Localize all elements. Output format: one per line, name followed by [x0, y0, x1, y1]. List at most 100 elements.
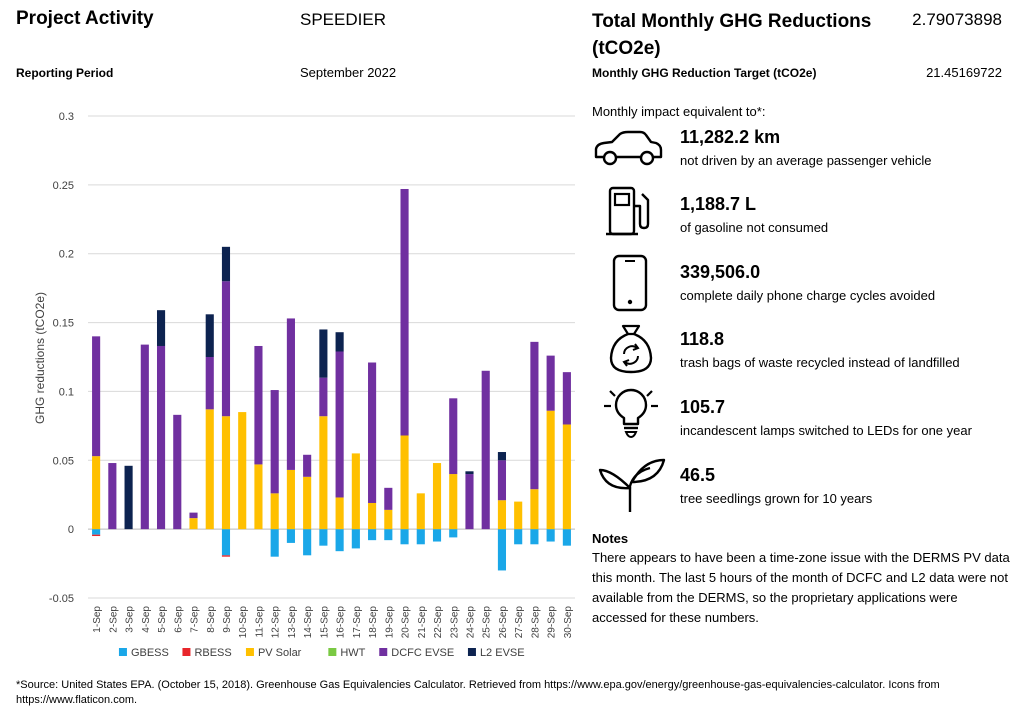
project-activity-label: Project Activity [16, 8, 154, 29]
bar-segment-dcfc-evse [189, 512, 198, 519]
bar-segment-rbess [92, 534, 101, 537]
bar-segment-pv-solar [497, 500, 507, 530]
x-tick-label: 27-Sep [514, 606, 525, 639]
bar-segment-l2-evse [319, 329, 328, 378]
bar-segment-pv-solar [416, 493, 425, 530]
impact-desc-phone: complete daily phone charge cycles avoid… [680, 288, 936, 303]
x-tick-label: 26-Sep [498, 606, 509, 639]
bar-segment-dcfc-evse [254, 345, 263, 465]
bar-segment-pv-solar [351, 453, 360, 530]
bar-segment-dcfc-evse [140, 344, 149, 530]
bar-segment-pv-solar [335, 497, 344, 530]
bar-segment-gbess [400, 529, 409, 545]
bar-segment-pv-solar [562, 424, 571, 530]
bar-segment-l2-evse [465, 471, 474, 475]
target-label: Monthly GHG Reduction Target (tCO2e) [592, 66, 817, 80]
bar-segment-pv-solar [92, 456, 101, 530]
x-tick-label: 2-Sep [108, 606, 119, 633]
x-tick-label: 20-Sep [401, 606, 412, 639]
y-tick-label: 0.2 [59, 249, 74, 261]
bar-segment-gbess [514, 529, 523, 545]
reporting-period-value: September 2022 [300, 65, 397, 80]
bar-segment-pv-solar [205, 409, 214, 530]
legend-label: DCFC EVSE [391, 647, 454, 659]
bar-segment-dcfc-evse [465, 474, 474, 530]
bar-segment-dcfc-evse [481, 370, 490, 530]
impact-desc-lamps: incandescent lamps switched to LEDs for … [680, 423, 972, 438]
bar-segment-dcfc-evse [156, 345, 166, 530]
recycle-bag-icon [609, 324, 653, 374]
legend-label: L2 EVSE [480, 647, 525, 659]
reporting-period-label: Reporting Period [16, 66, 114, 80]
bar-segment-gbess [449, 529, 458, 538]
bar-segment-rbess [221, 555, 231, 557]
bar-segment-l2-evse [497, 452, 507, 461]
bar-segment-pv-solar [432, 463, 442, 530]
bar-segment-pv-solar [319, 416, 328, 530]
bar-segment-gbess [497, 529, 507, 571]
gas-pump-icon [606, 186, 650, 236]
seedling-icon [598, 458, 666, 512]
bar-segment-dcfc-evse [400, 188, 409, 436]
impact-desc-trash-bags: trash bags of waste recycled instead of … [680, 355, 960, 370]
bar-segment-pv-solar [514, 501, 523, 530]
x-tick-label: 6-Sep [173, 606, 184, 633]
bar-segment-gbess [221, 529, 231, 556]
bar-segment-dcfc-evse [286, 318, 295, 470]
bar-segment-dcfc-evse [562, 372, 571, 425]
bar-segment-gbess [319, 529, 328, 546]
impact-value-phone: 339,506.0 [680, 262, 761, 282]
x-tick-label: 29-Sep [547, 606, 558, 639]
bar-segment-gbess [384, 529, 393, 541]
source-footnote: *Source: United States EPA. (October 15,… [16, 679, 940, 706]
chart-gridlines [88, 115, 575, 599]
chart-legend: GBESS RBESS PV Solar HWT DCFC EVSE L2 EVSE [118, 647, 525, 659]
x-tick-label: 16-Sep [336, 606, 347, 639]
x-tick-label: 9-Sep [222, 606, 233, 633]
x-tick-label: 11-Sep [254, 606, 265, 638]
y-tick-label: 0.25 [53, 180, 74, 192]
x-tick-label: 22-Sep [433, 606, 444, 639]
bar-segment-pv-solar [238, 412, 247, 530]
x-tick-label: 3-Sep [125, 606, 136, 633]
bar-segment-gbess [416, 529, 425, 545]
chart-ticks: -0.05 0 0.05 0.1 0.15 0.2 0.25 0.3 1-Sep 2-Sep 3-S… [49, 111, 574, 638]
notes-text: There appears to have been a time-zone i… [592, 550, 1010, 625]
x-tick-label: 7-Sep [190, 606, 201, 633]
bar-segment-gbess [303, 529, 312, 556]
bar-segment-gbess [546, 529, 555, 542]
bar-segment-l2-evse [335, 332, 344, 352]
legend-label: GBESS [131, 647, 169, 659]
bar-segment-pv-solar [270, 493, 279, 530]
notes-title: Notes [592, 531, 629, 546]
bar-segment-gbess [530, 529, 539, 545]
bar-segment-dcfc-evse [497, 460, 507, 501]
bar-segment-pv-solar [384, 509, 393, 530]
y-axis-label: GHG reductions (tCO2e) [33, 292, 47, 424]
bar-segment-pv-solar [189, 518, 198, 530]
bar-segment-dcfc-evse [530, 341, 539, 490]
y-tick-label: 0 [68, 524, 74, 536]
bar-segment-l2-evse [205, 314, 214, 357]
total-reductions-value: 2.79073898 [912, 10, 1002, 29]
chart-bars [92, 188, 571, 571]
legend-label: RBESS [194, 647, 231, 659]
legend-swatch [379, 648, 388, 656]
legend-swatch [245, 648, 254, 656]
impact-desc-gasoline: of gasoline not consumed [680, 220, 829, 235]
bar-segment-gbess [286, 529, 295, 543]
total-reductions-label: Total Monthly GHG Reductions (tCO2e) [592, 11, 872, 59]
bar-segment-l2-evse [156, 310, 166, 346]
x-tick-label: 10-Sep [238, 606, 249, 639]
y-tick-label: 0.1 [59, 386, 74, 398]
bar-segment-pv-solar [303, 476, 312, 530]
target-value: 21.45169722 [926, 65, 1002, 80]
x-tick-label: 30-Sep [563, 606, 574, 639]
bar-segment-pv-solar [546, 410, 555, 530]
legend-swatch [118, 648, 127, 656]
x-tick-label: 19-Sep [384, 606, 395, 639]
bar-segment-pv-solar [400, 435, 409, 530]
bar-segment-dcfc-evse [449, 398, 458, 475]
x-tick-label: 23-Sep [449, 606, 460, 639]
impact-value-gasoline: 1,188.7 L [680, 194, 757, 214]
